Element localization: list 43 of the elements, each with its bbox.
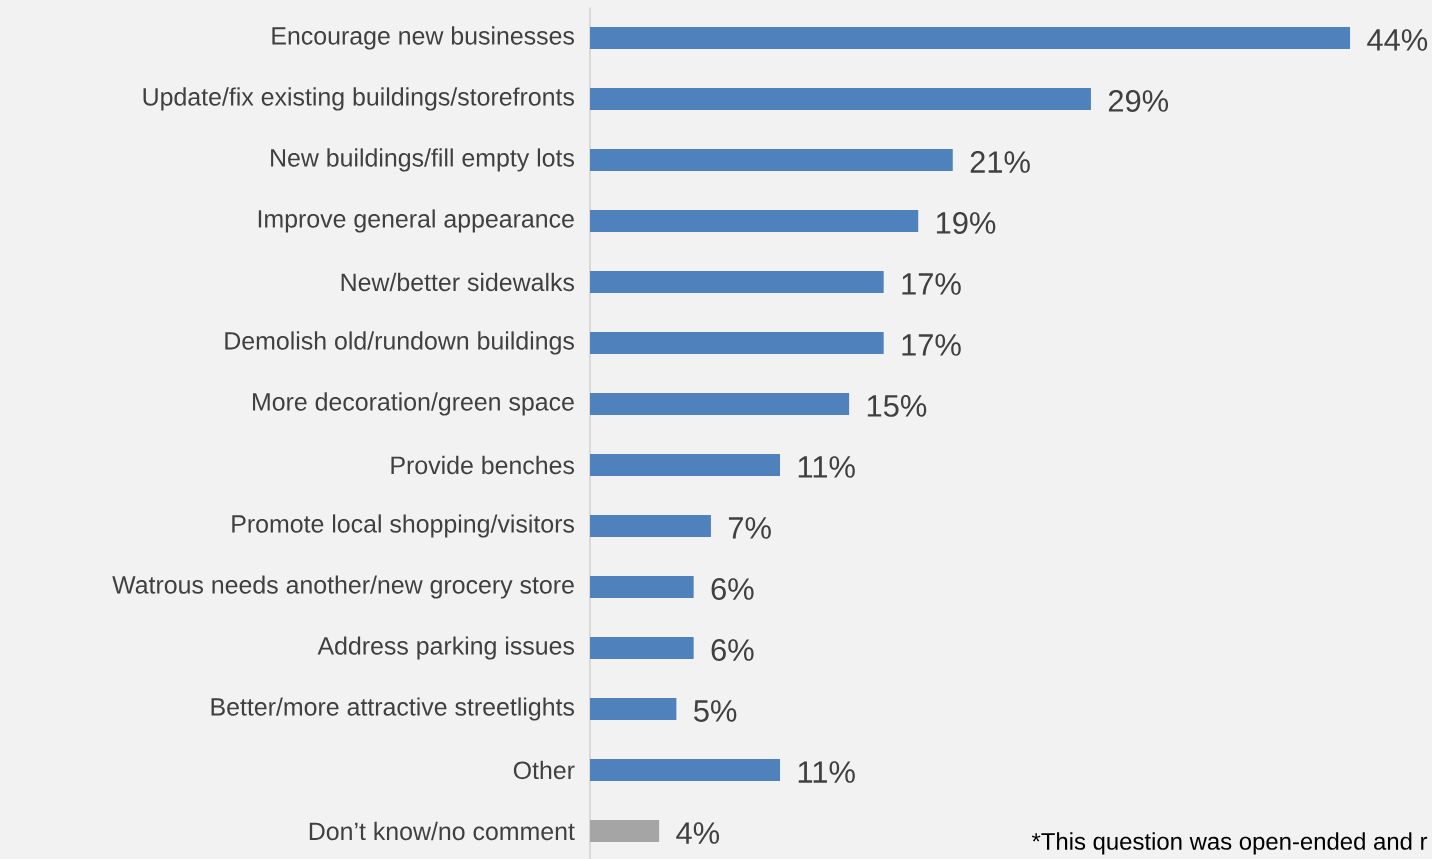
data-label: 29% — [1108, 90, 1169, 112]
data-label: 19% — [936, 212, 996, 234]
data-label: 15% — [867, 395, 927, 417]
y-tick-label: Update/fix existing buildings/storefronts — [143, 87, 575, 111]
bar — [590, 515, 711, 537]
y-tick-label: Promote local shopping/visitors — [232, 514, 575, 538]
data-label: 4% — [676, 822, 720, 844]
y-tick-label: New/better sidewalks — [341, 272, 575, 292]
y-tick-label: Watrous needs another/new grocery store — [112, 575, 574, 599]
y-tick-label: New buildings/fill empty lots — [271, 148, 575, 172]
y-tick-label: Don’t know/no comment — [309, 821, 575, 841]
bar — [590, 820, 660, 843]
y-tick-label: Improve general appearance — [258, 209, 574, 233]
y-tick-label: Other — [513, 760, 575, 780]
bar — [590, 637, 694, 659]
bar — [590, 209, 919, 232]
data-label: 11% — [798, 456, 855, 478]
bar — [590, 26, 1351, 49]
bar — [590, 87, 1091, 110]
data-label: 17% — [902, 273, 961, 295]
bar — [590, 576, 694, 598]
data-label: 7% — [728, 517, 771, 539]
y-tick-label: More decoration/green space — [253, 392, 574, 416]
y-tick-label: Address parking issues — [317, 636, 575, 660]
y-tick-label: Demolish old/rundown buildings — [225, 331, 574, 355]
bar — [590, 270, 884, 293]
data-label: 6% — [711, 578, 754, 600]
bar — [590, 148, 953, 171]
y-tick-label: Encourage new businesses — [272, 26, 575, 50]
y-tick-label: Better/more attractive streetlights — [211, 697, 575, 721]
bar — [590, 698, 677, 720]
data-label: 6% — [711, 639, 754, 661]
bar — [590, 331, 884, 354]
bar — [590, 392, 850, 415]
data-label: 21% — [970, 151, 1030, 173]
data-label: 11% — [798, 761, 855, 783]
annotation: *This question was open-ended and r — [1031, 832, 1428, 855]
data-label: 5% — [694, 700, 737, 722]
bar — [590, 759, 781, 782]
data-label: 44% — [1367, 29, 1428, 51]
y-tick-label: Provide benches — [391, 455, 575, 475]
bar — [590, 453, 781, 476]
data-label: 17% — [902, 334, 961, 356]
